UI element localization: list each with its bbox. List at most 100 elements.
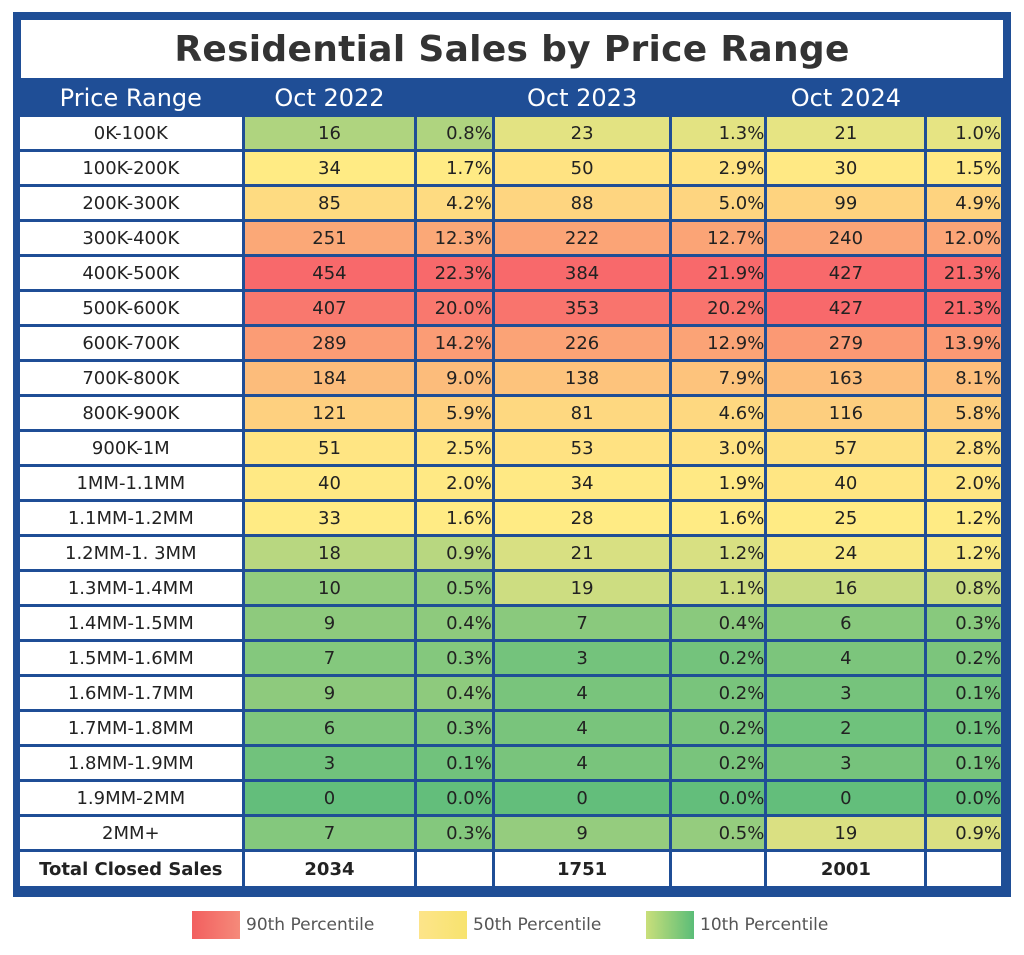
table-row: 200K-300K 85 4.2% 88 5.0% 99 4.9% [20,187,1001,219]
sales-2022-cell: 454 [244,257,415,289]
pct-2022-cell: 0.4% [417,607,492,639]
price-range-cell: 2MM+ [20,817,242,849]
sales-2023-cell: 4 [494,747,670,779]
pct-2022-cell: 14.2% [417,327,492,359]
pct-2022-cell: 0.3% [417,817,492,849]
pct-2024-cell: 13.9% [927,327,1001,359]
sales-2022-cell: 51 [244,432,415,464]
pct-2024-cell: 1.2% [927,537,1001,569]
pct-2022-cell: 0.1% [417,747,492,779]
price-range-cell: 1.6MM-1.7MM [20,677,242,709]
pct-2022-cell: 0.3% [417,712,492,744]
price-range-cell: 0K-100K [20,117,242,149]
pct-2023-cell: 0.2% [672,642,765,674]
price-range-cell: 200K-300K [20,187,242,219]
sales-2022-cell: 9 [244,677,415,709]
sales-2024-cell: 19 [767,817,925,849]
legend-item-50th: 50th Percentile [419,911,601,939]
sales-2023-cell: 222 [494,222,670,254]
pct-2022-cell: 5.9% [417,397,492,429]
pct-2023-cell: 1.1% [672,572,765,604]
pct-2023-cell: 0.5% [672,817,765,849]
pct-2022-cell: 20.0% [417,292,492,324]
sales-2024-cell: 4 [767,642,925,674]
pct-2022-cell: 2.0% [417,467,492,499]
pct-2024-cell: 1.5% [927,152,1001,184]
sales-2024-cell: 99 [767,187,925,219]
table-frame: Residential Sales by Price Range Price R… [13,12,1011,897]
sales-2024-cell: 279 [767,327,925,359]
sales-2024-cell: 6 [767,607,925,639]
price-range-cell: 900K-1M [20,432,242,464]
sales-2024-cell: 2 [767,712,925,744]
total-2024: 2001 [767,852,925,886]
pct-2023-cell: 1.2% [672,537,765,569]
header-blank [417,82,492,114]
sales-2022-cell: 7 [244,817,415,849]
pct-2024-cell: 0.1% [927,747,1001,779]
sales-2022-cell: 6 [244,712,415,744]
pct-2024-cell: 2.0% [927,467,1001,499]
table-row: 1.3MM-1.4MM 10 0.5% 19 1.1% 16 0.8% [20,572,1001,604]
legend-label-90th: 90th Percentile [246,915,375,935]
pct-2023-cell: 0.0% [672,782,765,814]
table-row: 2MM+ 7 0.3% 9 0.5% 19 0.9% [20,817,1001,849]
pct-2024-cell: 1.2% [927,502,1001,534]
pct-2022-cell: 22.3% [417,257,492,289]
sales-2023-cell: 7 [494,607,670,639]
table-row: 900K-1M 51 2.5% 53 3.0% 57 2.8% [20,432,1001,464]
legend-swatch-50th [419,911,467,939]
price-range-cell: 400K-500K [20,257,242,289]
pct-2023-cell: 1.3% [672,117,765,149]
pct-2023-cell: 0.2% [672,712,765,744]
pct-2022-cell: 0.8% [417,117,492,149]
title-box: Residential Sales by Price Range [20,19,1004,79]
sales-2024-cell: 427 [767,292,925,324]
pct-2024-cell: 2.8% [927,432,1001,464]
sales-2022-cell: 3 [244,747,415,779]
sales-2023-cell: 138 [494,362,670,394]
sales-2023-cell: 4 [494,712,670,744]
sales-2024-cell: 116 [767,397,925,429]
price-range-cell: 600K-700K [20,327,242,359]
sales-2024-cell: 0 [767,782,925,814]
sales-2022-cell: 184 [244,362,415,394]
total-2023: 1751 [494,852,670,886]
sales-2023-cell: 353 [494,292,670,324]
pct-2022-cell: 0.4% [417,677,492,709]
header-price-range: Price Range [20,82,242,114]
header-oct-2022: Oct 2022 [244,82,415,114]
pct-2022-cell: 9.0% [417,362,492,394]
pct-2024-cell: 0.9% [927,817,1001,849]
total-row: Total Closed Sales 2034 1751 2001 [20,852,1001,886]
sales-2023-cell: 19 [494,572,670,604]
sales-2023-cell: 4 [494,677,670,709]
sales-2024-cell: 30 [767,152,925,184]
sales-2024-cell: 240 [767,222,925,254]
pct-2024-cell: 1.0% [927,117,1001,149]
table-row: 1.2MM-1. 3MM 18 0.9% 21 1.2% 24 1.2% [20,537,1001,569]
sales-2023-cell: 28 [494,502,670,534]
legend-item-10th: 10th Percentile [646,911,828,939]
pct-2022-cell: 12.3% [417,222,492,254]
price-range-cell: 1.3MM-1.4MM [20,572,242,604]
table-row: 1.6MM-1.7MM 9 0.4% 4 0.2% 3 0.1% [20,677,1001,709]
price-range-cell: 1.4MM-1.5MM [20,607,242,639]
table-row: 1.1MM-1.2MM 33 1.6% 28 1.6% 25 1.2% [20,502,1001,534]
table-row: 100K-200K 34 1.7% 50 2.9% 30 1.5% [20,152,1001,184]
pct-2024-cell: 0.1% [927,712,1001,744]
sales-2024-cell: 21 [767,117,925,149]
pct-2024-cell: 0.0% [927,782,1001,814]
header-oct-2024: Oct 2024 [767,82,925,114]
pct-2023-cell: 0.2% [672,747,765,779]
pct-2024-cell: 4.9% [927,187,1001,219]
legend-swatch-90th [192,911,240,939]
sales-2023-cell: 384 [494,257,670,289]
pct-2024-cell: 12.0% [927,222,1001,254]
pct-2022-cell: 0.3% [417,642,492,674]
table-row: 1.5MM-1.6MM 7 0.3% 3 0.2% 4 0.2% [20,642,1001,674]
sales-2024-cell: 163 [767,362,925,394]
table-row: 800K-900K 121 5.9% 81 4.6% 116 5.8% [20,397,1001,429]
sales-2022-cell: 16 [244,117,415,149]
sales-2023-cell: 81 [494,397,670,429]
